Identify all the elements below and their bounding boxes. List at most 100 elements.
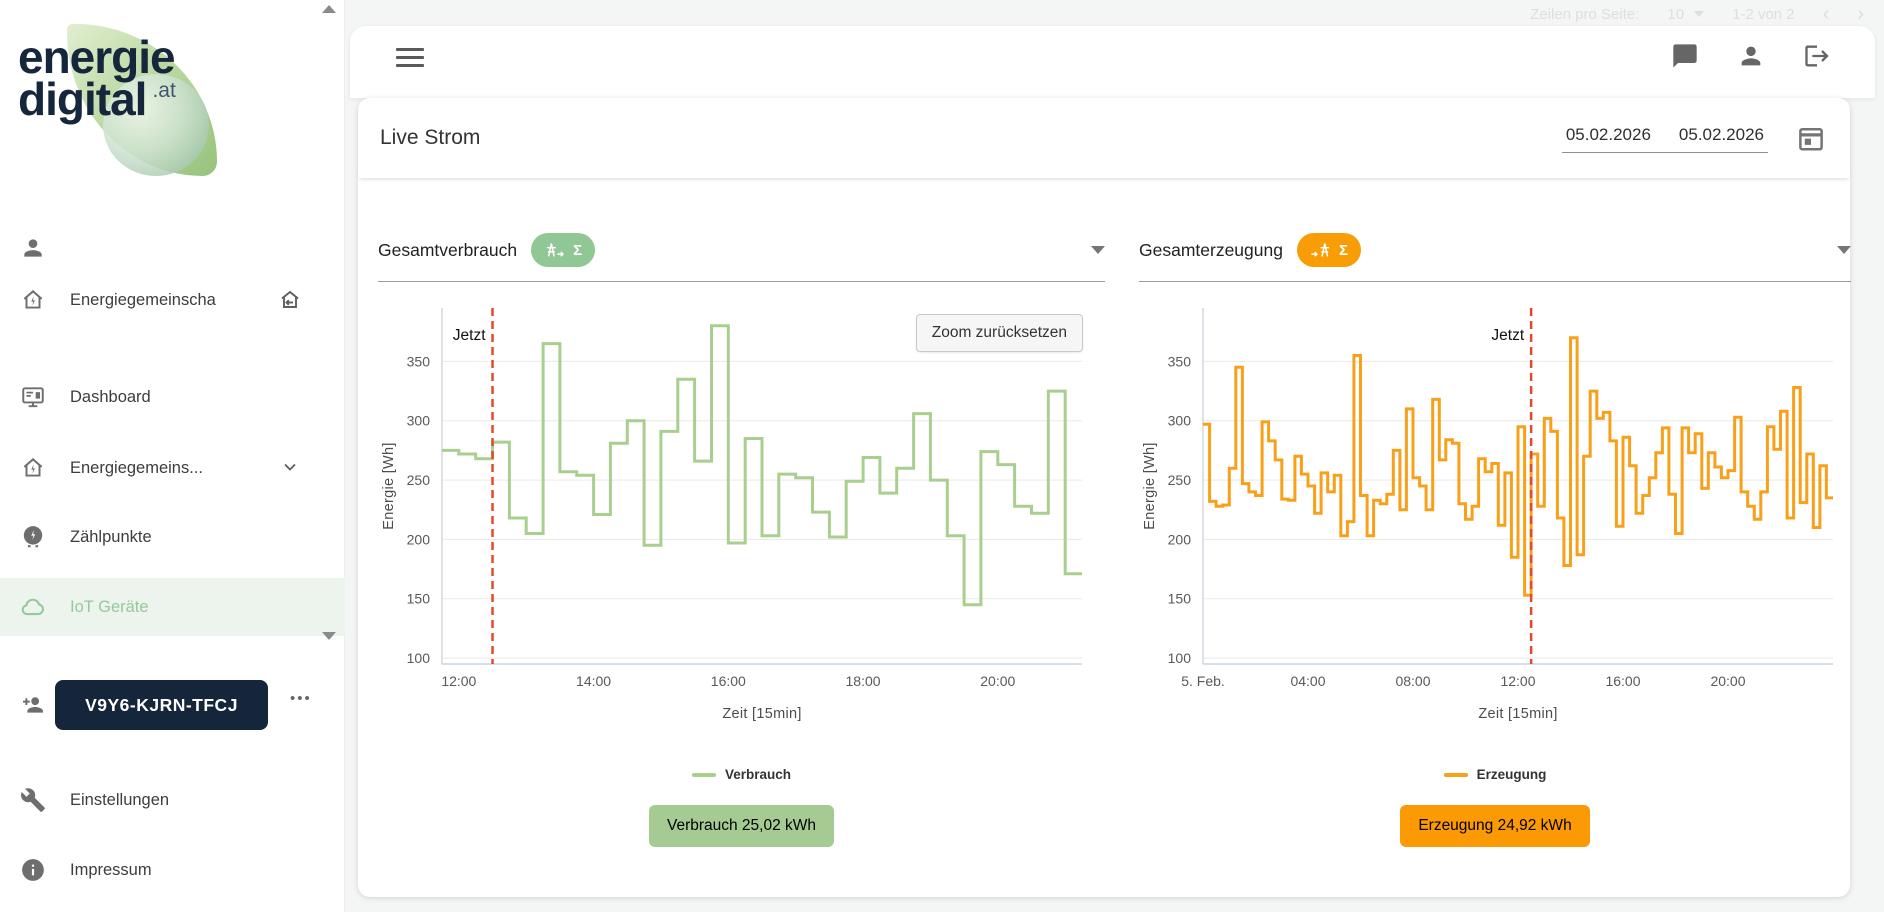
scroll-down-icon[interactable] (322, 632, 336, 640)
pagination-next-icon[interactable]: › (1857, 3, 1864, 25)
svg-text:300: 300 (1168, 413, 1192, 429)
svg-text:Energie [Wh]: Energie [Wh] (381, 442, 397, 529)
switch-home-icon[interactable] (278, 288, 302, 312)
sidebar-item-label: Impressum (70, 860, 152, 879)
sidebar-item-profile[interactable] (0, 219, 345, 277)
logo[interactable]: energie digital .at (0, 0, 345, 176)
svg-text:350: 350 (407, 353, 431, 369)
legend-dash-icon (691, 772, 716, 777)
erzeugung-legend[interactable]: Erzeugung (1139, 767, 1851, 782)
dashboard-icon (20, 384, 46, 410)
chart-verbrauch: Gesamtverbrauch Σ 100 150 200 250 300 350 12:0… (378, 233, 1105, 847)
sum-symbol: Σ (573, 241, 583, 259)
top-toolbar (350, 26, 1875, 98)
chart-erzeugung: Gesamterzeugung Σ 100 150 200 250 300 350 5. F… (1139, 233, 1851, 847)
svg-text:100: 100 (1168, 650, 1192, 666)
date-to-field[interactable]: 05.02.2026 (1678, 125, 1764, 144)
svg-text:250: 250 (1168, 472, 1192, 488)
user-icon[interactable] (1737, 42, 1765, 70)
cloud-icon (20, 594, 46, 620)
legend-label: Erzeugung (1476, 767, 1547, 782)
energy-community-icon (20, 287, 46, 313)
sidebar-item-label: IoT Geräte (70, 597, 149, 616)
svg-text:16:00: 16:00 (1605, 673, 1640, 689)
logout-icon[interactable] (1803, 42, 1831, 70)
verbrauch-total-button[interactable]: Verbrauch 25,02 kWh (648, 805, 835, 847)
svg-text:Jetzt: Jetzt (1491, 327, 1524, 344)
legend-dash-icon (1443, 772, 1468, 777)
svg-text:100: 100 (407, 650, 431, 666)
consumption-flow-badge[interactable]: Σ (531, 233, 596, 267)
calendar-icon[interactable] (1796, 123, 1826, 153)
pagination-prev-icon[interactable]: ‹ (1822, 3, 1830, 25)
verbrauch-plot-area: 100 150 200 250 300 350 12:00 14:00 16:00 18:00 20… (378, 298, 1105, 745)
chevron-down-icon[interactable] (280, 457, 300, 477)
chart-erzeugung-header: Gesamterzeugung Σ (1139, 233, 1851, 282)
svg-text:14:00: 14:00 (576, 673, 611, 689)
svg-text:20:00: 20:00 (1710, 673, 1745, 689)
community-code-badge[interactable]: V9Y6-KJRN-TFCJ (55, 680, 268, 730)
person-add-icon[interactable] (20, 692, 46, 718)
sidebar-item-impressum[interactable]: Impressum (0, 841, 345, 899)
rows-per-page-value[interactable]: 10 (1667, 5, 1685, 23)
gesamtverbrauch-chart-svg[interactable]: 100 150 200 250 300 350 12:00 14:00 16:00 18:00 20… (378, 298, 1094, 740)
sidebar-item-energiegemeinschaft[interactable]: Energiegemeinscha (0, 271, 345, 329)
panel-header: Live Strom 05.02.2026 05.02.2026 (358, 98, 1850, 178)
svg-text:Energie [Wh]: Energie [Wh] (1142, 442, 1158, 529)
verbrauch-legend[interactable]: Verbrauch (378, 767, 1105, 782)
chat-icon[interactable] (1671, 42, 1699, 70)
date-from-field[interactable]: 05.02.2026 (1565, 125, 1651, 144)
svg-text:150: 150 (1168, 591, 1192, 607)
zoom-reset-button[interactable]: Zoom zurücksetzen (915, 314, 1083, 352)
logo-suffix: .at (152, 79, 176, 103)
svg-text:12:00: 12:00 (441, 673, 476, 689)
svg-text:08:00: 08:00 (1395, 673, 1430, 689)
svg-text:200: 200 (407, 531, 431, 547)
svg-text:300: 300 (407, 413, 431, 429)
logo-text: energie digital .at (18, 31, 176, 122)
sidebar-item-label: Zählpunkte (70, 527, 152, 546)
dropdown-caret-icon[interactable] (1091, 246, 1105, 254)
rows-per-page-caret-icon[interactable] (1694, 11, 1705, 17)
date-range-input[interactable]: 05.02.2026 05.02.2026 (1561, 123, 1768, 153)
sidebar-item-dashboard[interactable]: Dashboard (0, 368, 345, 426)
energy-community-icon (20, 455, 46, 481)
sidebar-item-einstellungen[interactable]: Einstellungen (0, 771, 345, 829)
dropdown-caret-icon[interactable] (1837, 246, 1851, 254)
sidebar: energie digital .at Energiegemeinscha (0, 0, 345, 912)
logo-line2: digital (18, 73, 147, 126)
charts-row: Gesamtverbrauch Σ 100 150 200 250 300 350 12:0… (378, 233, 1851, 847)
scroll-up-icon[interactable] (322, 5, 336, 13)
sidebar-item-zaehlpunkte[interactable]: Zählpunkte (0, 508, 345, 566)
svg-text:Zeit [15min]: Zeit [15min] (722, 706, 801, 722)
sidebar-item-label: Energiegemeins... (70, 458, 203, 477)
page-title: Live Strom (380, 126, 481, 149)
svg-text:150: 150 (407, 591, 431, 607)
legend-label: Verbrauch (724, 767, 792, 782)
sum-symbol: Σ (1338, 241, 1348, 259)
background-pagination: Zeilen pro Seite: 10 1-2 von 2 ‹ › (1530, 4, 1864, 24)
more-options-icon[interactable]: ••• (290, 690, 312, 707)
gesamterzeugung-chart-svg[interactable]: 100 150 200 250 300 350 5. Feb. 04:00 08:00 12:00… (1139, 298, 1845, 740)
svg-text:200: 200 (1168, 531, 1192, 547)
svg-text:250: 250 (407, 472, 431, 488)
meter-icon (20, 524, 46, 550)
svg-text:Jetzt: Jetzt (453, 327, 486, 344)
production-flow-badge[interactable]: Σ (1296, 233, 1361, 267)
sidebar-item-label: Einstellungen (70, 790, 170, 809)
chart-verbrauch-header: Gesamtverbrauch Σ (378, 233, 1105, 282)
sidebar-item-energiegemeins[interactable]: Energiegemeins... (0, 439, 345, 497)
svg-text:5. Feb.: 5. Feb. (1181, 673, 1225, 689)
erzeugung-total-button[interactable]: Erzeugung 24,92 kWh (1400, 805, 1590, 847)
svg-text:20:00: 20:00 (980, 673, 1015, 689)
sidebar-community-row: V9Y6-KJRN-TFCJ ••• (0, 676, 345, 734)
svg-text:16:00: 16:00 (711, 673, 746, 689)
menu-icon[interactable] (396, 48, 424, 70)
svg-text:18:00: 18:00 (846, 673, 881, 689)
svg-text:04:00: 04:00 (1290, 673, 1325, 689)
live-strom-panel: Live Strom 05.02.2026 05.02.2026 Gesamtv… (358, 98, 1851, 897)
sidebar-item-label: Dashboard (70, 387, 151, 406)
sidebar-item-iot-geraete[interactable]: IoT Geräte (0, 578, 345, 636)
info-icon (20, 857, 46, 883)
logo-line1: energie (18, 31, 176, 83)
